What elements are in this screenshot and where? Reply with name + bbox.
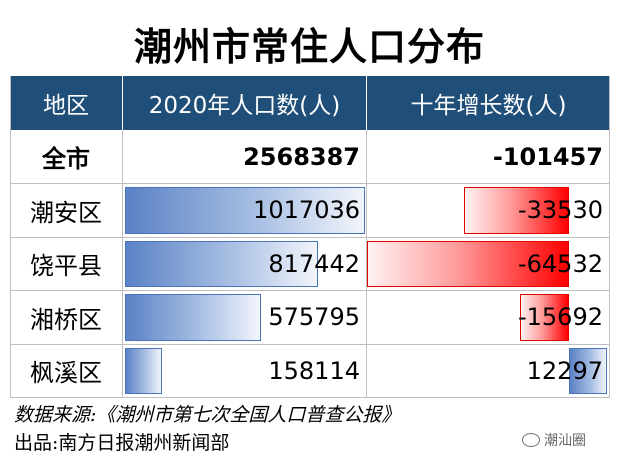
population-value: 817442 xyxy=(268,249,360,278)
growth-bar-positive xyxy=(569,347,607,394)
credit: 出品:南方日报潮州新闻部 xyxy=(14,432,230,454)
row-name: 湘桥区 xyxy=(10,291,123,345)
population-table: 地区 2020年人口数(人) 十年增长数(人) 全市 2568387 -1014… xyxy=(10,76,610,398)
row-population: 1017036 xyxy=(123,184,367,238)
population-value: 575795 xyxy=(268,303,360,332)
header-population: 2020年人口数(人) xyxy=(123,76,366,130)
data-source: 数据来源:《潮州市第七次全国人口普查公报》 xyxy=(14,404,401,426)
watermark: 潮汕圈 xyxy=(522,430,586,450)
row-growth: -33530 xyxy=(367,184,610,238)
row-growth: -15692 xyxy=(367,291,610,345)
watermark-text: 潮汕圈 xyxy=(544,433,586,449)
growth-bar-negative xyxy=(464,187,569,234)
row-population: 575795 xyxy=(123,291,367,345)
row-name: 潮安区 xyxy=(10,184,123,238)
total-name: 全市 xyxy=(10,130,123,184)
population-value: 158114 xyxy=(268,356,360,385)
population-bar xyxy=(125,240,318,287)
row-population: 817442 xyxy=(123,237,367,291)
header-growth: 十年增长数(人) xyxy=(367,76,610,130)
total-growth: -101457 xyxy=(367,130,610,184)
total-population: 2568387 xyxy=(123,130,367,184)
population-bar xyxy=(125,347,163,394)
row-name: 枫溪区 xyxy=(10,344,123,398)
wechat-icon xyxy=(522,433,540,447)
header-region: 地区 xyxy=(10,76,122,130)
row-name: 饶平县 xyxy=(10,237,123,291)
population-value: 1017036 xyxy=(253,196,360,225)
population-bar xyxy=(125,187,365,234)
row-growth: 12297 xyxy=(367,344,610,398)
growth-value: -64532 xyxy=(517,249,603,278)
row-population: 158114 xyxy=(123,344,367,398)
growth-value: -15692 xyxy=(517,303,603,332)
chart-title: 潮州市常住人口分布 xyxy=(133,24,485,69)
growth-bar-negative xyxy=(519,294,569,341)
row-growth: -64532 xyxy=(367,237,610,291)
growth-value: 12297 xyxy=(526,356,603,385)
population-bar xyxy=(125,294,261,341)
growth-value: -33530 xyxy=(517,196,603,225)
growth-bar-negative xyxy=(367,240,569,287)
